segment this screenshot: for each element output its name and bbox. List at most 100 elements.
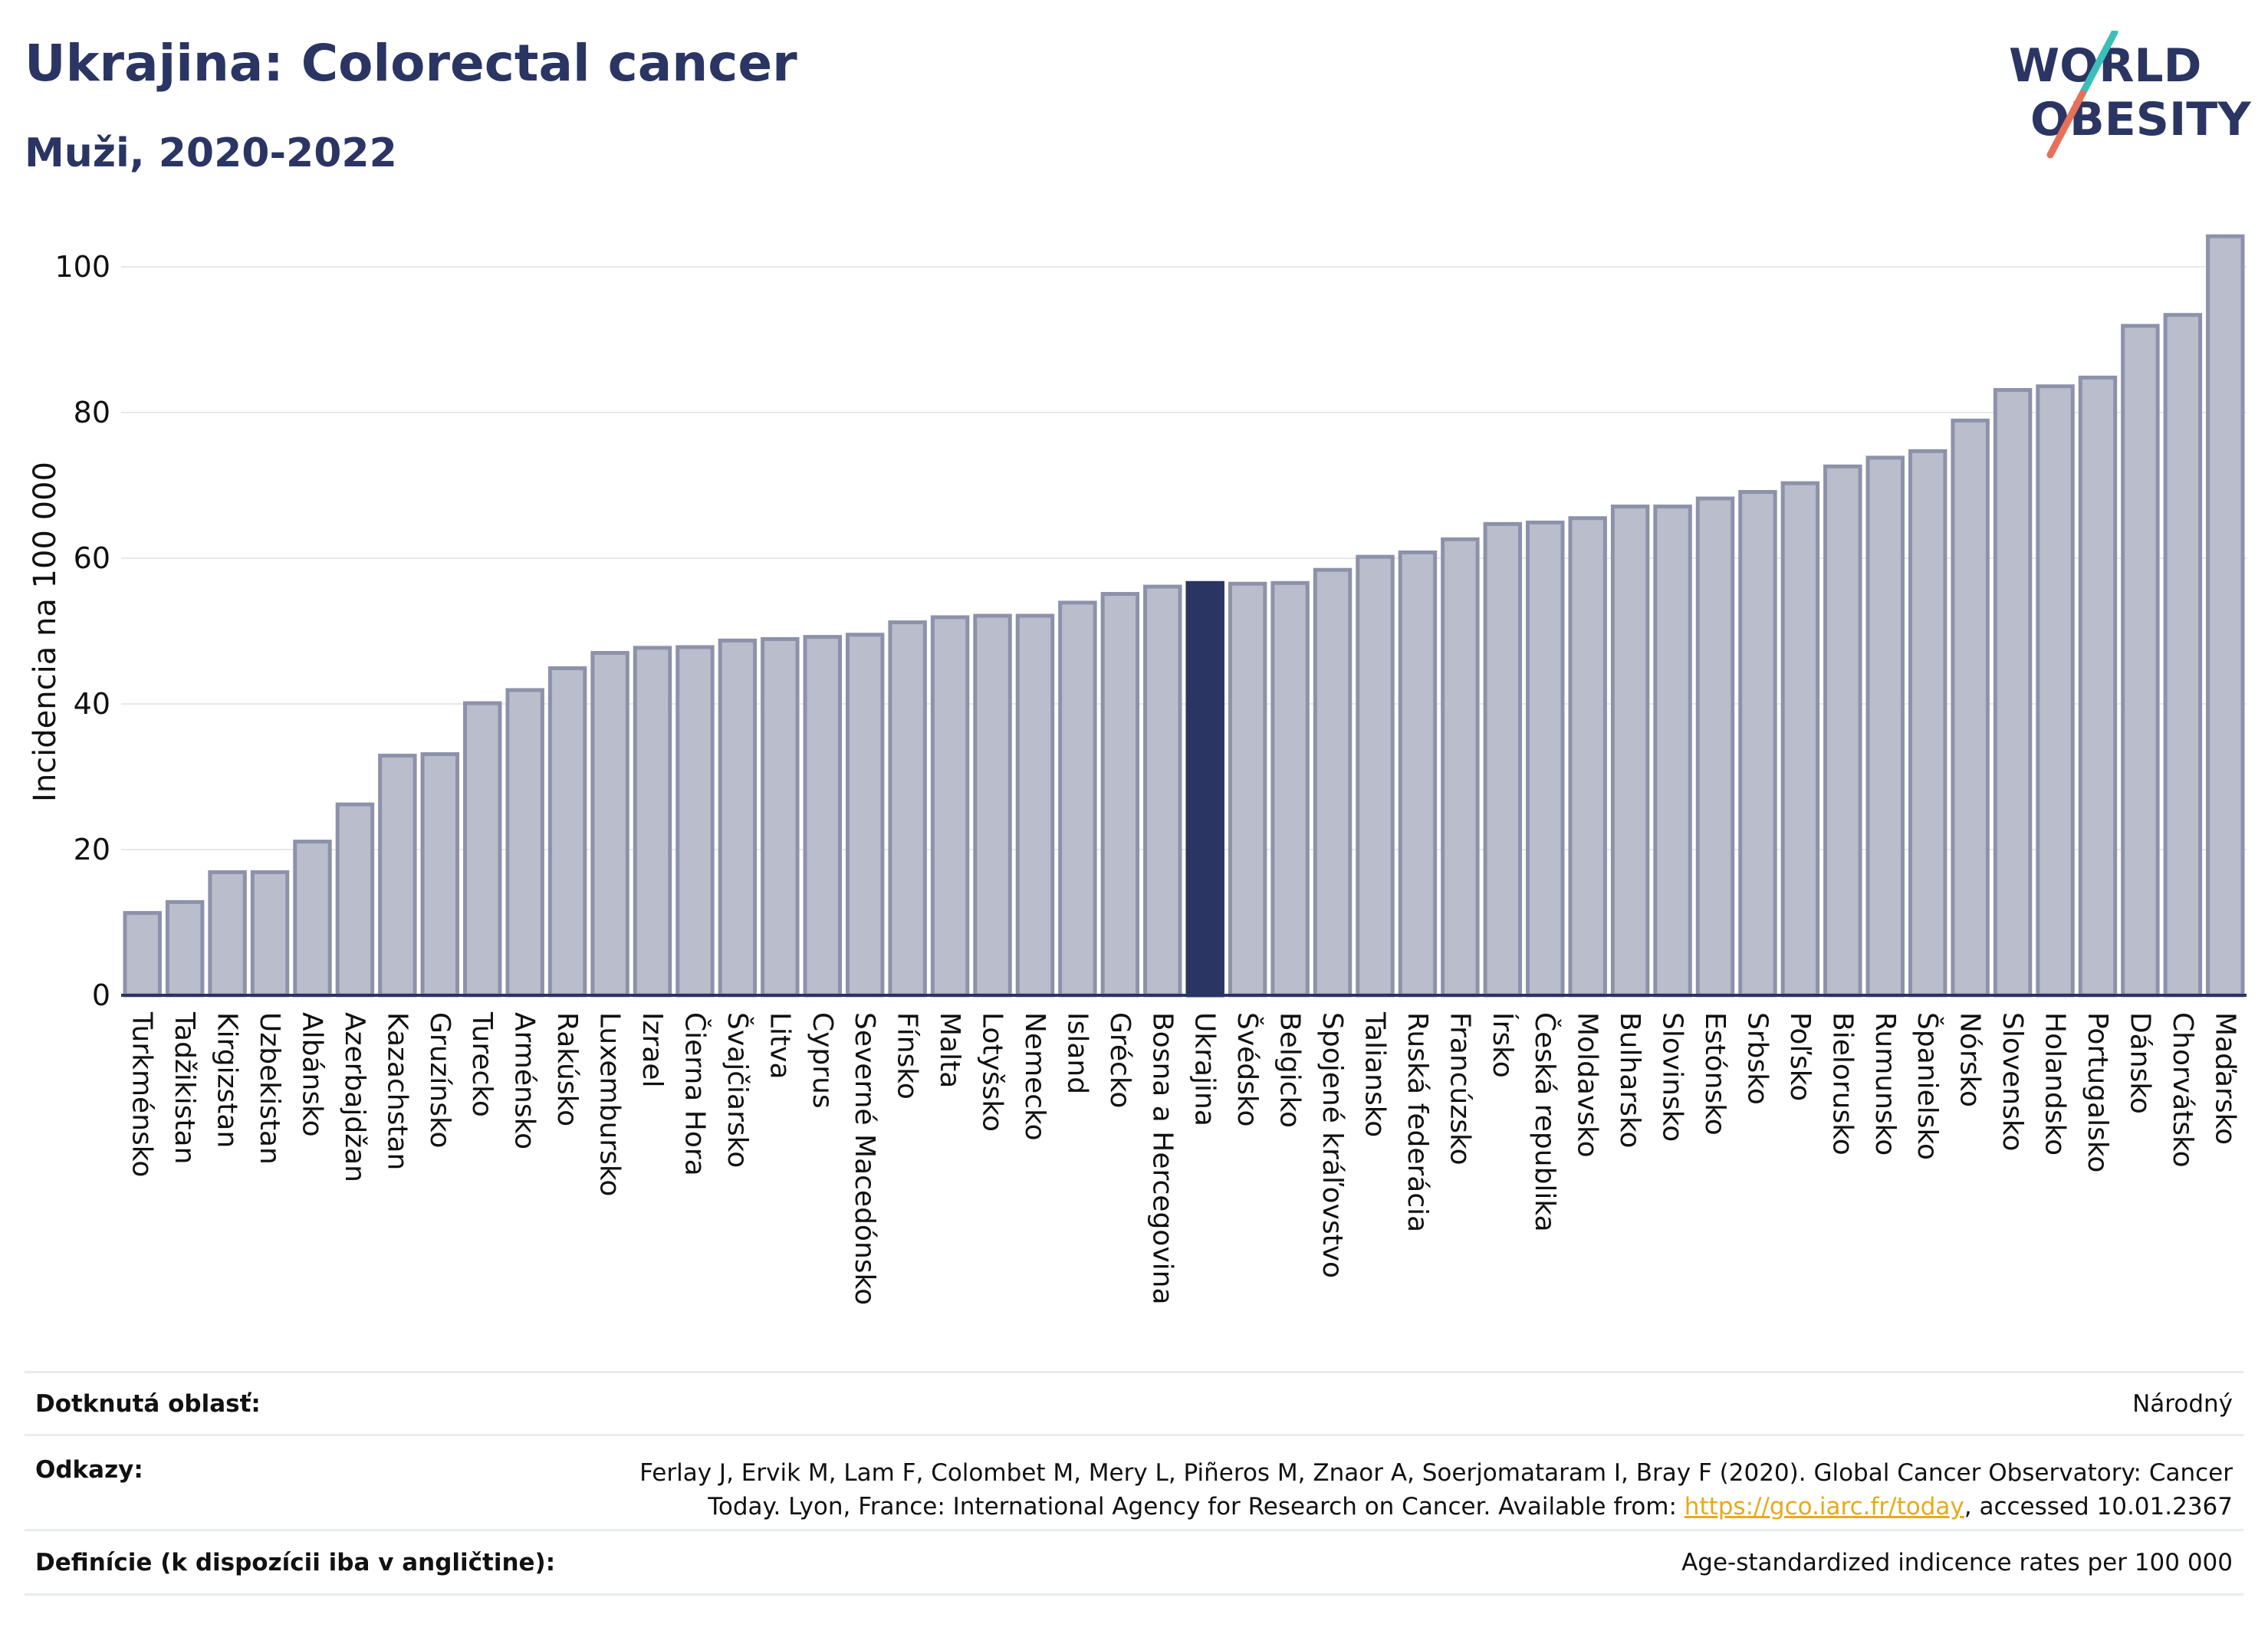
bar-18[interactable] — [888, 620, 927, 998]
bar-44[interactable] — [1993, 388, 2033, 998]
bar-6[interactable] — [378, 753, 417, 998]
x-tick-label: Izrael — [636, 1012, 668, 1088]
x-tick-label: Lotyšsko — [977, 1012, 1008, 1132]
x-tick-label: Dánsko — [2124, 1012, 2155, 1114]
references-link[interactable]: https://gco.iarc.fr/today — [1684, 1493, 1964, 1521]
bar-9[interactable] — [505, 688, 544, 998]
bar-8[interactable] — [463, 701, 502, 998]
bar-21[interactable] — [1015, 613, 1055, 998]
x-tick-label: Grécko — [1104, 1012, 1136, 1108]
y-tick-label: 60 — [74, 541, 110, 575]
y-axis-title: Incidencia na 100 000 — [28, 462, 63, 802]
world-obesity-logo: WORLD OBESITY — [2009, 31, 2252, 159]
bar-30[interactable] — [1398, 550, 1438, 998]
x-tick-label: Slovensko — [1997, 1012, 2028, 1152]
bar-12[interactable] — [633, 646, 672, 998]
x-tick-label: Ukrajina — [1189, 1012, 1221, 1126]
bar-14[interactable] — [718, 638, 758, 998]
bar-3[interactable] — [250, 870, 290, 998]
bar-49[interactable] — [2206, 234, 2245, 998]
bar-36[interactable] — [1653, 505, 1692, 998]
x-tick-label: Taliansko — [1359, 1011, 1390, 1137]
bar-16[interactable] — [803, 635, 842, 998]
bar-10[interactable] — [547, 666, 587, 998]
bar-26[interactable] — [1228, 581, 1267, 998]
x-tick-label: Srbsko — [1741, 1012, 1773, 1105]
bar-35[interactable] — [1610, 505, 1650, 998]
x-tick-label: Čierna Hora — [679, 1012, 711, 1176]
x-tick-label: Švédsko — [1231, 1012, 1264, 1127]
x-tick-label: Malta — [934, 1012, 965, 1088]
bar-46[interactable] — [2078, 375, 2118, 998]
references-text: Ferlay J, Ervik M, Lam F, Colombet M, Me… — [639, 1459, 2233, 1521]
bar-24[interactable] — [1143, 584, 1182, 998]
x-tick-label: Holandsko — [2040, 1012, 2071, 1156]
bar-25[interactable] — [1185, 580, 1224, 998]
page-title: Ukrajina: Colorectal cancer — [25, 34, 797, 93]
x-tick-label: Tadžikistan — [169, 1011, 200, 1164]
bar-45[interactable] — [2036, 384, 2075, 998]
x-tick-label: Francúzsko — [1444, 1012, 1475, 1165]
x-tick-label: Gruzínsko — [424, 1012, 455, 1149]
x-tick-label: Estónsko — [1699, 1012, 1731, 1136]
y-tick-label: 20 — [74, 833, 110, 866]
x-tick-label: Bosna a Hercegovina — [1146, 1012, 1178, 1305]
region-label: Dotknutá oblasť: — [35, 1389, 261, 1418]
x-tick-label: Bulharsko — [1614, 1012, 1645, 1149]
bar-34[interactable] — [1568, 516, 1607, 998]
bar-43[interactable] — [1951, 418, 1990, 998]
x-tick-label: Severné Macedónsko — [849, 1012, 880, 1305]
x-tick-label: Slovinsko — [1657, 1012, 1688, 1142]
bar-5[interactable] — [335, 802, 375, 998]
region-value: Národný — [2132, 1389, 2233, 1418]
bar-13[interactable] — [675, 645, 715, 998]
x-tick-label: Írsko — [1487, 1012, 1519, 1078]
page-subtitle: Muži, 2020-2022 — [25, 130, 397, 176]
x-tick-label: Albánsko — [296, 1012, 327, 1137]
bar-11[interactable] — [590, 651, 629, 998]
bar-15[interactable] — [761, 636, 800, 998]
bar-40[interactable] — [1823, 464, 1862, 998]
x-tick-label: Island — [1061, 1012, 1093, 1094]
info-row-definitions: Definície (k dispozícii iba v angličtine… — [25, 1531, 2243, 1596]
x-tick-label: Chorvátsko — [2167, 1012, 2198, 1168]
x-tick-label: Fínsko — [892, 1012, 923, 1100]
bar-4[interactable] — [293, 840, 332, 998]
bar-17[interactable] — [845, 633, 885, 998]
x-tick-label: Litva — [764, 1012, 795, 1080]
bar-22[interactable] — [1058, 600, 1097, 998]
info-row-references: Odkazy: Ferlay J, Ervik M, Lam F, Colomb… — [25, 1436, 2243, 1531]
bar-1[interactable] — [165, 899, 205, 998]
bar-23[interactable] — [1100, 592, 1140, 998]
x-tick-label: Azerbajdžan — [339, 1012, 370, 1182]
bar-0[interactable] — [123, 911, 162, 998]
bar-28[interactable] — [1313, 567, 1353, 998]
bar-2[interactable] — [208, 870, 247, 998]
bar-37[interactable] — [1695, 496, 1735, 998]
bar-33[interactable] — [1526, 520, 1565, 998]
bar-39[interactable] — [1780, 481, 1820, 998]
y-axis-ticks: 0 20 40 60 80 100 — [54, 250, 110, 1012]
x-tick-label: Španielsko — [1911, 1012, 1944, 1160]
x-tick-label: Uzbekistan — [254, 1012, 285, 1165]
bar-19[interactable] — [930, 615, 970, 998]
bar-47[interactable] — [2121, 324, 2160, 998]
bar-38[interactable] — [1738, 490, 1777, 998]
info-row-region: Dotknutá oblasť: Národný — [25, 1373, 2243, 1436]
y-tick-label: 80 — [74, 396, 110, 429]
info-table: Dotknutá oblasť: Národný Odkazy: Ferlay … — [25, 1371, 2243, 1596]
bar-48[interactable] — [2163, 313, 2203, 998]
x-tick-label: Česká republika — [1529, 1012, 1561, 1232]
bar-42[interactable] — [1908, 449, 1948, 998]
bar-20[interactable] — [973, 613, 1012, 998]
bar-27[interactable] — [1270, 580, 1310, 998]
bar-7[interactable] — [420, 752, 460, 998]
bar-32[interactable] — [1483, 521, 1523, 998]
logo-slash-teal — [2079, 31, 2118, 97]
definitions-value: Age-standardized indicence rates per 100… — [1681, 1548, 2233, 1576]
bar-29[interactable] — [1356, 554, 1395, 998]
references-label: Odkazy: — [35, 1456, 143, 1484]
bar-31[interactable] — [1441, 537, 1480, 998]
bar-41[interactable] — [1865, 455, 1905, 998]
x-tick-label: Nórsko — [1954, 1012, 1986, 1107]
